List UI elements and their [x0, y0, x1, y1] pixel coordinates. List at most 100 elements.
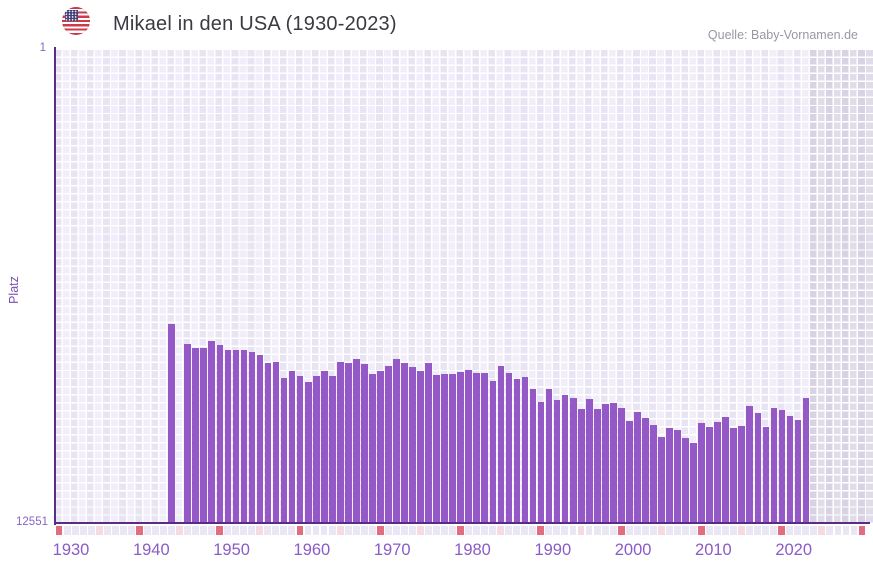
bar-1957: [272, 362, 280, 523]
bar-1980: [457, 372, 465, 523]
x-tick-1935: [95, 526, 103, 535]
x-tick-2001: [625, 526, 633, 535]
bar-1954: [248, 352, 256, 523]
y-axis-bottom-label: 12551: [16, 516, 48, 528]
future-years-band: [810, 50, 873, 523]
bar-1946: [184, 343, 192, 523]
x-tick-1957: [272, 526, 280, 535]
x-tick-1969: [368, 526, 376, 535]
x-axis-label-1950: 1950: [213, 541, 250, 559]
x-tick-1938: [119, 526, 127, 535]
bar-1986: [505, 373, 513, 523]
x-tick-1951: [224, 526, 232, 535]
x-tick-1980: [457, 526, 464, 535]
x-tick-1948: [200, 526, 208, 535]
x-tick-1967: [352, 526, 360, 535]
x-tick-2017: [754, 526, 762, 535]
bar-1997: [593, 409, 601, 523]
bar-2008: [682, 438, 689, 523]
bar-1983: [481, 373, 489, 523]
bar-1967: [353, 358, 360, 523]
bar-1982: [473, 373, 481, 523]
x-tick-1955: [256, 526, 264, 535]
x-axis-label-2000: 2000: [614, 541, 652, 559]
bar-1988: [521, 377, 529, 523]
x-tick-1978: [441, 526, 448, 535]
bar-1976: [425, 363, 432, 523]
bar-1991: [545, 389, 553, 523]
bar-1968: [361, 364, 368, 523]
bar-2009: [690, 443, 697, 523]
x-tick-2025: [818, 526, 826, 535]
x-tick-2013: [722, 526, 729, 535]
x-tick-1989: [529, 526, 537, 535]
x-tick-1991: [545, 526, 553, 535]
x-axis-label-1980: 1980: [454, 541, 491, 559]
x-tick-1962: [312, 526, 320, 535]
bar-1958: [280, 378, 288, 523]
bar-1972: [393, 359, 400, 523]
bar-2004: [650, 425, 657, 523]
bars-layer: [55, 50, 873, 523]
x-tick-2004: [649, 526, 657, 535]
x-tick-1994: [569, 526, 577, 535]
x-tick-1942: [151, 526, 159, 535]
x-tick-1963: [320, 526, 328, 535]
x-tick-1985: [497, 526, 505, 535]
bar-1948: [200, 347, 208, 523]
x-tick-2005: [657, 526, 665, 535]
bar-1975: [417, 371, 424, 523]
bar-2023: [802, 398, 810, 523]
x-tick-1983: [481, 526, 489, 535]
x-tick-1966: [344, 526, 352, 535]
x-tick-2003: [641, 526, 649, 535]
x-tick-1995: [577, 526, 585, 535]
bar-1989: [529, 389, 537, 523]
x-tick-1934: [87, 526, 95, 535]
x-tick-2023: [802, 526, 810, 535]
y-axis-top-label: 1: [39, 42, 46, 54]
x-tick-1945: [176, 526, 183, 535]
x-tick-2015: [738, 526, 746, 535]
x-tick-1979: [449, 526, 456, 535]
x-tick-1947: [192, 526, 199, 535]
bar-1978: [441, 374, 449, 523]
chart-title: Mikael in den USA (1930-2023): [113, 13, 397, 35]
x-tick-2014: [730, 526, 737, 535]
bar-2016: [746, 406, 754, 523]
bar-2003: [642, 418, 649, 523]
bar-1964: [328, 375, 336, 523]
x-tick-1968: [360, 526, 368, 535]
x-tick-2016: [746, 526, 754, 535]
bar-1959: [288, 371, 296, 523]
x-tick-2020: [778, 526, 786, 535]
x-tick-1977: [433, 526, 440, 535]
x-tick-1975: [416, 526, 424, 535]
bar-1971: [385, 366, 392, 523]
x-tick-1970: [376, 526, 384, 535]
bar-2022: [794, 420, 802, 523]
bar-1992: [553, 400, 561, 523]
bar-1949: [208, 341, 216, 523]
x-tick-2006: [665, 526, 673, 535]
bar-1990: [537, 402, 545, 523]
bar-1995: [577, 409, 585, 523]
us-flag-canton: [65, 10, 78, 21]
x-tick-1961: [304, 526, 312, 535]
x-tick-2022: [794, 526, 802, 535]
x-tick-1971: [384, 526, 392, 535]
x-tick-1930: [55, 526, 63, 535]
x-tick-2008: [681, 526, 689, 535]
x-tick-1986: [505, 526, 513, 535]
x-tick-1931: [63, 526, 71, 535]
bar-1965: [336, 361, 344, 523]
x-tick-row: [55, 526, 873, 535]
x-tick-1972: [392, 526, 400, 535]
x-tick-1996: [585, 526, 593, 535]
x-axis-labels: 1930 1940 1950 1960 1970 1980 1990 2000 2010 2020: [52, 541, 873, 563]
x-axis-label-1930: 1930: [52, 541, 90, 559]
x-tick-1943: [159, 526, 167, 535]
bar-2010: [698, 423, 705, 523]
bar-1979: [449, 374, 457, 523]
